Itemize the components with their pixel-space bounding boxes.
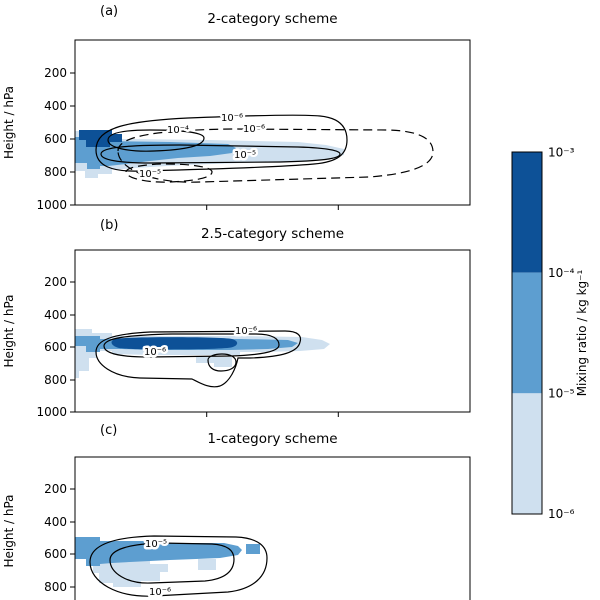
panel-b-title: 2.5-category scheme [201, 226, 344, 242]
ytick-label: 1000 [36, 198, 67, 212]
filled-contour-mid-patch [246, 544, 260, 554]
colorbar-tick-label: 10⁻⁵ [548, 387, 575, 401]
filled-contour-low-patch [196, 357, 232, 367]
ytick-label: 600 [44, 132, 67, 146]
panel-a-filled-contours [75, 130, 344, 178]
contour-dashed-1e-6 [117, 128, 434, 183]
panel-a-line-contours [95, 114, 434, 183]
panel-b-xticks [206, 412, 339, 417]
panel-a-title: 2-category scheme [207, 11, 337, 27]
ytick-label: 600 [44, 547, 67, 561]
contour-solid-1e-5 [109, 542, 235, 584]
axes-frame [74, 249, 471, 413]
panel-c-tag: (c) [100, 423, 117, 438]
panel-c-yticks: 200 400 600 800 [44, 482, 75, 594]
axes-frame [74, 39, 471, 206]
colorbar-tick-label: 10⁻⁴ [548, 266, 575, 280]
contour-solid-1e-6 [89, 535, 268, 597]
panel-c-line-contours [89, 535, 268, 597]
axes-frame [74, 456, 471, 600]
panel-a-yticks: 200 400 600 800 1000 [36, 66, 75, 212]
filled-contour-low-patch [198, 559, 216, 570]
colorbar-segment-high [512, 152, 542, 273]
colorbar-segment-mid [512, 272, 542, 394]
contour-label: 10⁻⁶ [144, 347, 166, 358]
panel-b-yticks: 200 400 600 800 1000 [36, 275, 75, 419]
ytick-label: 800 [44, 373, 67, 387]
panel-c: (c) 1-category scheme Height / hPa 10⁻⁵ … [2, 423, 471, 600]
colorbar-tick-label: 10⁻³ [548, 146, 575, 160]
ytick-label: 200 [44, 275, 67, 289]
panel-c-title: 1-category scheme [207, 431, 337, 447]
panel-a: (a) 2-category scheme Height / hPa 10⁻⁶ … [2, 4, 471, 212]
ytick-label: 200 [44, 482, 67, 496]
panel-b-contour-labels: 10⁻⁶ 10⁻⁶ [141, 324, 259, 361]
ytick-label: 400 [44, 308, 67, 322]
ytick-label: 600 [44, 340, 67, 354]
ytick-label: 400 [44, 99, 67, 113]
contour-label: 10⁻⁶ [221, 113, 243, 124]
contour-solid-small-loop [207, 353, 237, 372]
panel-a-contour-labels: 10⁻⁶ 10⁻⁶ 10⁻⁴ 10⁻⁵ 10⁻⁵ [136, 111, 267, 183]
ytick-label: 400 [44, 515, 67, 529]
contour-solid-1e-5 [100, 144, 341, 164]
colorbar-frame [511, 151, 543, 515]
panel-c-ylabel: Height / hPa [2, 495, 16, 568]
contour-solid-1e-6 [95, 114, 348, 172]
panel-b-tag: (b) [100, 218, 118, 233]
filled-contour-high [111, 337, 238, 350]
panel-b: (b) 2.5-category scheme Height / hPa 10⁻… [2, 218, 471, 419]
panel-a-ylabel: Height / hPa [2, 86, 16, 159]
contour-label: 10⁻⁶ [235, 326, 257, 337]
contour-label: 10⁻⁵ [234, 150, 256, 161]
panel-b-filled-contours [75, 329, 330, 378]
colorbar: 10⁻³ 10⁻⁴ 10⁻⁵ 10⁻⁶ Mixing ratio / kg kg… [511, 146, 589, 521]
ytick-label: 200 [44, 66, 67, 80]
colorbar-segment-low [512, 393, 542, 514]
contour-label: 10⁻⁵ [139, 169, 161, 180]
ytick-label: 800 [44, 165, 67, 179]
filled-contour-high [79, 130, 122, 147]
contour-solid-1e-4 [107, 129, 205, 152]
panel-a-xticks [206, 205, 339, 210]
contour-solid-1e-6-outer [95, 330, 302, 388]
ytick-label: 800 [44, 580, 67, 594]
colorbar-tick-label: 10⁻⁶ [548, 507, 575, 521]
contour-label: 10⁻⁶ [243, 124, 265, 135]
contour-label: 10⁻⁵ [145, 539, 167, 550]
contour-solid-1e-6-inner [103, 333, 280, 358]
ytick-label: 1000 [36, 405, 67, 419]
panel-b-ylabel: Height / hPa [2, 295, 16, 368]
contour-label: 10⁻⁶ [149, 587, 171, 598]
panel-b-line-contours [95, 330, 302, 388]
contour-dashed-1e-5 [125, 163, 213, 183]
panel-c-contour-labels: 10⁻⁵ 10⁻⁶ [142, 537, 173, 600]
contour-label: 10⁻⁴ [167, 125, 189, 136]
colorbar-axis-label: Mixing ratio / kg kg⁻¹ [575, 270, 589, 397]
panel-a-tag: (a) [100, 4, 118, 19]
